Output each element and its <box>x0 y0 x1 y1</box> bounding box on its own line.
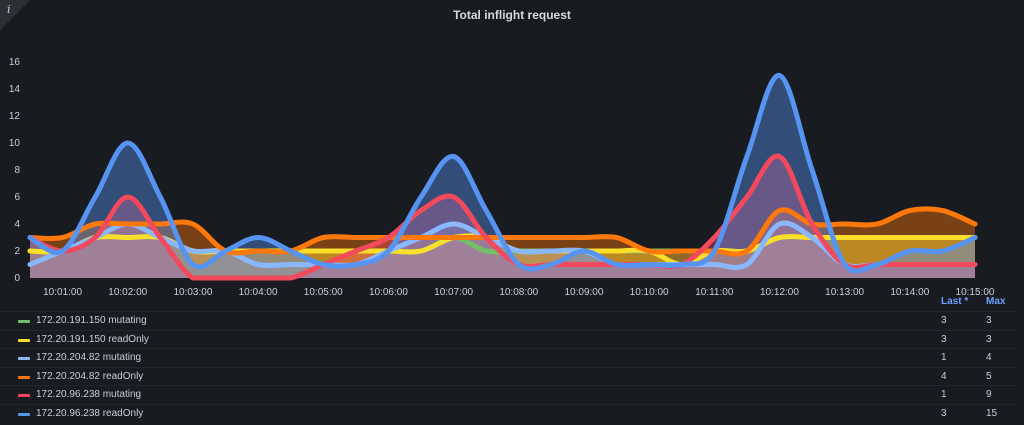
x-tick-label: 10:06:00 <box>369 287 408 298</box>
legend-max-value: 5 <box>986 370 992 382</box>
legend-series-name[interactable]: 172.20.204.82 mutating <box>36 352 142 363</box>
x-tick-label: 10:08:00 <box>499 287 538 298</box>
x-tick-label: 10:01:00 <box>43 287 82 298</box>
y-tick-label: 12 <box>9 111 21 122</box>
y-tick-label: 10 <box>9 138 21 149</box>
panel-title: Total inflight request <box>453 8 571 22</box>
legend-last-value: 4 <box>941 370 947 382</box>
y-axis: 0 2 4 6 8 10 12 14 16 <box>9 57 21 284</box>
series-line[interactable] <box>27 73 978 274</box>
info-corner[interactable] <box>0 0 30 30</box>
legend-row[interactable]: 172.20.204.82 readOnly 4 5 <box>0 366 1016 386</box>
x-tick-label: 10:04:00 <box>239 287 278 298</box>
legend-row[interactable]: 172.20.204.82 mutating 1 4 <box>0 348 1016 367</box>
legend-last-value: 3 <box>941 333 947 345</box>
x-tick-label: 10:12:00 <box>760 287 799 298</box>
legend-col-last[interactable]: Last * <box>941 296 969 307</box>
legend-col-max[interactable]: Max <box>986 296 1006 307</box>
legend-color-swatch <box>18 338 30 342</box>
legend-row[interactable]: 172.20.96.238 readOnly 3 15 <box>0 403 1016 423</box>
legend-color-swatch <box>18 375 30 379</box>
legend-color-swatch <box>18 412 30 416</box>
legend-last-value: 1 <box>941 389 947 400</box>
x-tick-label: 10:14:00 <box>890 287 929 298</box>
legend-series-name[interactable]: 172.20.96.238 mutating <box>36 389 142 400</box>
y-tick-label: 16 <box>9 57 21 68</box>
legend-max-value: 9 <box>986 389 992 400</box>
legend-last-value: 1 <box>941 352 947 363</box>
y-tick-label: 2 <box>14 246 20 257</box>
legend-row[interactable]: 172.20.96.238 mutating 1 9 <box>0 385 1016 404</box>
y-tick-label: 0 <box>14 273 20 284</box>
x-tick-label: 10:07:00 <box>434 287 473 298</box>
x-tick-label: 10:03:00 <box>173 287 212 298</box>
legend-series-name[interactable]: 172.20.96.238 readOnly <box>36 407 144 419</box>
legend-series-name[interactable]: 172.20.191.150 mutating <box>36 315 147 326</box>
y-tick-label: 8 <box>14 165 20 176</box>
legend-max-value: 3 <box>986 333 992 345</box>
y-tick-label: 6 <box>14 192 20 203</box>
legend-max-value: 4 <box>986 352 992 363</box>
legend-color-swatch <box>18 320 30 323</box>
legend-color-swatch <box>18 357 30 360</box>
series-line[interactable] <box>27 153 978 281</box>
series-area <box>30 156 975 278</box>
legend-row[interactable]: 172.20.191.150 readOnly 3 3 <box>0 329 1016 349</box>
x-tick-label: 10:05:00 <box>304 287 343 298</box>
x-tick-label: 10:02:00 <box>108 287 147 298</box>
series-lines <box>27 73 978 281</box>
legend-series-name[interactable]: 172.20.204.82 readOnly <box>36 370 144 382</box>
x-axis: 10:01:00 10:02:00 10:03:00 10:04:00 10:05:00… <box>43 287 995 298</box>
x-tick-label: 10:11:00 <box>695 287 734 298</box>
legend-last-value: 3 <box>941 407 947 419</box>
legend-last-value: 3 <box>941 315 947 326</box>
series-area <box>30 75 975 278</box>
legend-max-value: 15 <box>986 407 998 419</box>
y-tick-label: 4 <box>14 219 20 230</box>
x-tick-label: 10:15:00 <box>956 287 995 298</box>
y-tick-label: 14 <box>9 84 21 95</box>
info-icon[interactable]: i <box>7 3 11 16</box>
legend-series-name[interactable]: 172.20.191.150 readOnly <box>36 333 149 345</box>
x-tick-label: 10:09:00 <box>564 287 603 298</box>
legend-color-swatch <box>18 394 30 397</box>
legend-max-value: 3 <box>986 315 992 326</box>
legend-row[interactable]: 172.20.191.150 mutating 3 3 <box>0 311 1016 330</box>
x-tick-label: 10:13:00 <box>825 287 864 298</box>
x-tick-label: 10:10:00 <box>630 287 669 298</box>
